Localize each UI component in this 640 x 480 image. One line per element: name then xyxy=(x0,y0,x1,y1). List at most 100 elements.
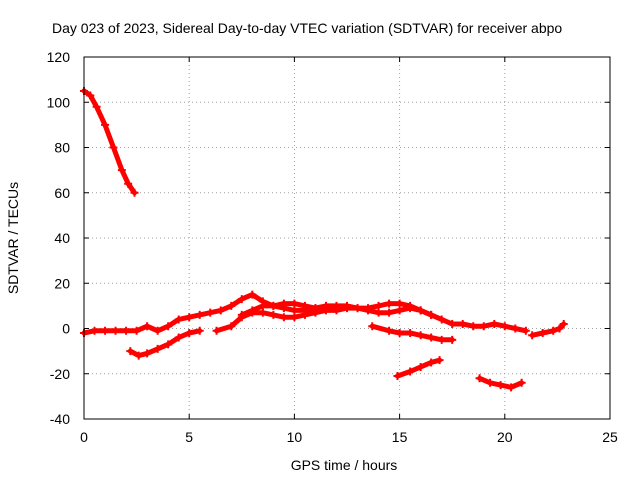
x-tick-label: 5 xyxy=(185,429,193,445)
data-point xyxy=(311,304,320,313)
x-tick-labels: 0 5 10 15 20 25 xyxy=(80,429,618,445)
data-point xyxy=(368,322,377,331)
data-point xyxy=(248,306,257,315)
data-point xyxy=(437,315,446,324)
data-point xyxy=(109,143,118,152)
series-track-1 xyxy=(80,86,139,197)
series-track-5 xyxy=(237,299,320,319)
data-point xyxy=(117,166,126,175)
data-point xyxy=(427,333,436,342)
data-point xyxy=(185,313,194,322)
series-band xyxy=(81,88,137,196)
data-point xyxy=(290,299,299,308)
data-point xyxy=(290,313,299,322)
data-point xyxy=(164,322,173,331)
data-point xyxy=(458,319,467,328)
data-point xyxy=(496,381,505,390)
data-point xyxy=(132,326,141,335)
y-tick-label: 20 xyxy=(54,275,70,291)
y-tick-labels: -40 -20 0 20 40 60 80 100 120 xyxy=(47,49,71,427)
data-point xyxy=(237,310,246,319)
data-point xyxy=(122,326,131,335)
data-point xyxy=(559,319,568,328)
data-point xyxy=(164,340,173,349)
data-point xyxy=(427,310,436,319)
data-point xyxy=(469,322,478,331)
data-point xyxy=(237,295,246,304)
data-point xyxy=(269,310,278,319)
data-point xyxy=(258,308,267,317)
data-point xyxy=(185,329,194,338)
data-point xyxy=(435,356,444,365)
data-point xyxy=(195,310,204,319)
data-point xyxy=(86,91,95,100)
series-track-9 xyxy=(528,319,568,340)
data-point xyxy=(111,326,120,335)
data-point xyxy=(279,313,288,322)
data-point xyxy=(511,324,520,333)
data-point xyxy=(437,335,446,344)
data-point xyxy=(406,329,415,338)
data-point xyxy=(490,319,499,328)
data-point xyxy=(427,358,436,367)
data-point xyxy=(300,301,309,310)
y-tick-label: 100 xyxy=(47,94,71,110)
data-point xyxy=(343,304,351,313)
data-point xyxy=(101,326,110,335)
series-layer xyxy=(80,86,568,392)
data-point xyxy=(227,322,236,331)
data-point xyxy=(395,299,404,308)
data-point xyxy=(321,306,330,315)
data-point xyxy=(479,322,488,331)
x-tick-label: 0 xyxy=(80,429,88,445)
data-point xyxy=(393,372,402,381)
data-point xyxy=(395,329,404,338)
data-point xyxy=(475,374,484,383)
data-point xyxy=(528,331,537,340)
y-tick-label: -40 xyxy=(50,411,70,427)
data-point xyxy=(248,290,257,299)
y-tick-label: 0 xyxy=(62,321,70,337)
data-point xyxy=(364,306,373,315)
data-point xyxy=(153,326,162,335)
data-point xyxy=(448,335,457,344)
y-tick-label: 60 xyxy=(54,185,70,201)
data-point xyxy=(549,326,558,335)
data-point xyxy=(206,308,215,317)
plot-frame xyxy=(83,56,611,420)
data-point xyxy=(279,299,288,308)
data-point xyxy=(507,383,516,392)
series-track-4 xyxy=(212,304,436,335)
data-point xyxy=(500,322,509,331)
data-point xyxy=(174,315,183,324)
data-point xyxy=(416,331,425,340)
data-point xyxy=(416,306,425,315)
data-point xyxy=(374,301,383,310)
series-track-8 xyxy=(475,374,526,392)
x-tick-label: 10 xyxy=(287,429,303,445)
x-tick-label: 20 xyxy=(497,429,513,445)
data-point xyxy=(124,179,133,188)
data-point xyxy=(374,308,383,317)
data-point xyxy=(385,326,394,335)
data-point xyxy=(143,349,152,358)
data-point xyxy=(486,378,495,387)
y-tick-label: 80 xyxy=(54,140,70,156)
y-axis-label: SDTVAR / TECUs xyxy=(5,182,21,294)
data-point xyxy=(353,304,362,313)
data-point xyxy=(269,301,278,310)
data-point xyxy=(174,333,183,342)
series-track-6 xyxy=(368,322,457,344)
y-tick-label: 40 xyxy=(54,230,70,246)
chart-title: Day 023 of 2023, Sidereal Day-to-day VTE… xyxy=(52,20,562,36)
data-point xyxy=(92,102,101,111)
data-point xyxy=(406,304,415,313)
data-point xyxy=(126,347,135,356)
data-point xyxy=(406,367,415,376)
data-point xyxy=(130,188,139,197)
y-tick-label: -20 xyxy=(50,366,70,382)
data-point xyxy=(521,326,530,335)
data-point xyxy=(212,326,221,335)
data-point xyxy=(395,306,404,315)
